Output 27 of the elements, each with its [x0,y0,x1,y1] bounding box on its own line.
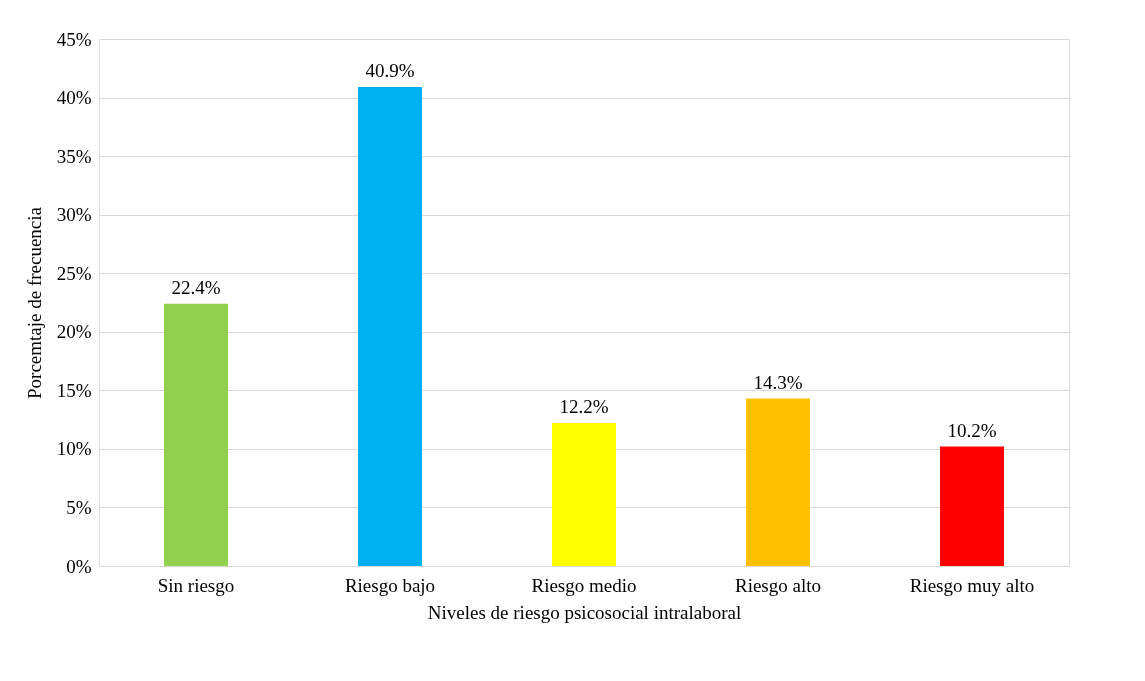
data-label: 10.2% [947,419,997,441]
x-tick-label: Sin riesgo [157,574,235,596]
bar [939,446,1005,566]
y-tick-label: 15% [56,379,92,401]
y-tick-label: 20% [56,321,92,343]
bar [357,87,423,566]
data-label: 40.9% [365,60,415,82]
y-tick-label: 25% [56,262,92,284]
y-axis-title: Porcemtaje de frecuencia [23,206,45,399]
y-tick-label: 10% [56,438,92,460]
data-label: 22.4% [171,276,221,298]
y-tick-label: 30% [56,204,92,226]
bar [163,303,229,566]
y-tick-label: 0% [66,555,92,577]
x-tick-label: Riesgo alto [734,574,822,596]
y-tick-label: 35% [56,145,92,167]
y-tick-label: 5% [66,496,92,518]
bar [745,398,811,566]
data-label: 14.3% [753,371,803,393]
y-tick-label: 45% [56,28,92,50]
x-tick-label: Riesgo bajo [344,574,436,596]
x-tick-label: Riesgo medio [531,574,637,596]
x-tick-label: Riesgo muy alto [909,574,1035,596]
x-axis-title: Niveles de riesgo psicosocial intralaboral [427,601,742,623]
data-label: 12.2% [559,396,609,418]
bar [551,423,617,566]
y-tick-label: 40% [56,87,92,109]
